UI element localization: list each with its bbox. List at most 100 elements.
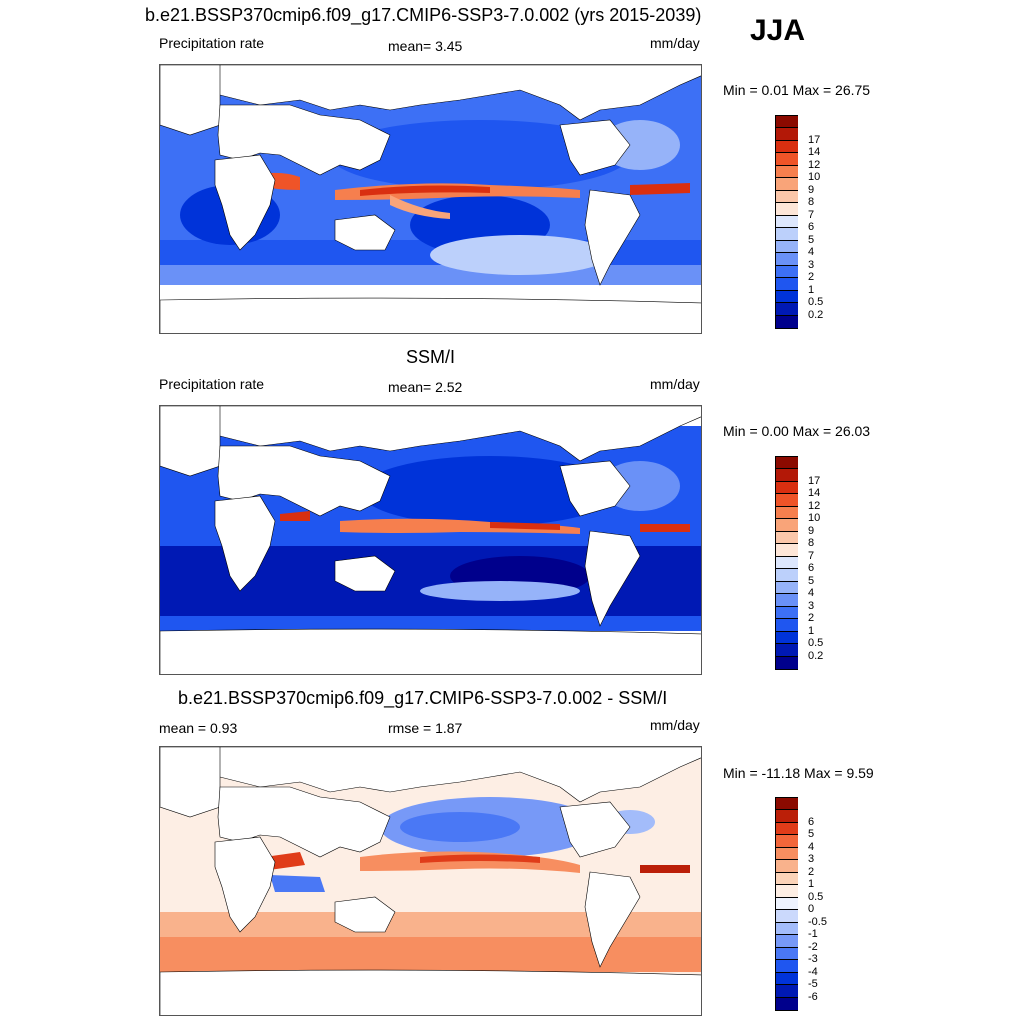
- colorbar-tick-label: 8: [808, 537, 815, 550]
- colorbar-segment: [776, 278, 798, 291]
- colorbar-segment: [776, 203, 798, 216]
- panel2-mean: mean= 2.52: [388, 379, 463, 395]
- colorbar-tick-label: 3: [808, 853, 815, 866]
- colorbar-segment: [776, 494, 798, 507]
- panel3-rmse: rmse = 1.87: [388, 720, 463, 736]
- colorbar-tick-label: 9: [808, 183, 815, 196]
- colorbar-segment: [776, 872, 798, 886]
- colorbar-segment: [776, 935, 798, 948]
- colorbar-segment: [776, 947, 798, 961]
- colorbar-tick-label: 12: [808, 499, 821, 512]
- panel1-minmax: Min = 0.01 Max = 26.75: [723, 82, 871, 98]
- panel3-colorbar: [775, 797, 798, 1011]
- colorbar-segment: [776, 985, 798, 998]
- panel2-map: [159, 405, 702, 675]
- panel3-minmax: Min = -11.18 Max = 9.59: [723, 765, 874, 781]
- colorbar-segment: [776, 165, 798, 179]
- colorbar-tick-label: 9: [808, 524, 815, 537]
- colorbar-segment: [776, 315, 798, 328]
- colorbar-segment: [776, 835, 798, 848]
- colorbar-segment: [776, 506, 798, 520]
- panel1-colorbar: [775, 115, 798, 329]
- colorbar-segment: [776, 469, 798, 482]
- colorbar-segment: [776, 265, 798, 279]
- season-label: JJA: [750, 14, 806, 47]
- colorbar-segment: [776, 910, 798, 923]
- colorbar-segment: [776, 885, 798, 898]
- panel3-units: mm/day: [650, 717, 700, 733]
- colorbar-tick-label: 4: [808, 246, 815, 259]
- colorbar-tick-label: 4: [808, 587, 815, 600]
- colorbar-segment: [776, 594, 798, 607]
- panel1-title: b.e21.BSSP370cmip6.f09_g17.CMIP6-SSP3-7.…: [145, 5, 702, 25]
- colorbar-tick-label: 1: [808, 624, 815, 637]
- colorbar-tick-label: 0.5: [808, 296, 824, 309]
- colorbar-tick-label: 12: [808, 158, 821, 171]
- colorbar-segment: [776, 481, 798, 495]
- panel1-mean: mean= 3.45: [388, 38, 463, 54]
- colorbar-tick-label: 3: [808, 258, 815, 271]
- colorbar-segment: [776, 960, 798, 973]
- colorbar-segment: [776, 656, 798, 669]
- colorbar-tick-label: -3: [808, 953, 818, 966]
- panel3-mean: mean = 0.93: [159, 720, 238, 736]
- colorbar-segment: [776, 581, 798, 595]
- colorbar-segment: [776, 860, 798, 873]
- colorbar-segment: [776, 972, 798, 986]
- colorbar-tick-label: 17: [808, 474, 821, 487]
- panel3-title: b.e21.BSSP370cmip6.f09_g17.CMIP6-SSP3-7.…: [178, 688, 668, 708]
- colorbar-segment: [776, 190, 798, 204]
- colorbar-segment: [776, 922, 798, 936]
- panel3-map: [159, 746, 702, 1016]
- colorbar-tick-label: 6: [808, 221, 815, 234]
- panel2-left-label: Precipitation rate: [159, 376, 265, 392]
- colorbar-segment: [776, 290, 798, 304]
- panel2-units: mm/day: [650, 376, 700, 392]
- colorbar-tick-label: -6: [808, 990, 818, 1003]
- colorbar-tick-label: -1: [808, 928, 818, 941]
- colorbar-tick-label: 0: [808, 903, 815, 916]
- panel2-colorbar: [775, 456, 798, 670]
- colorbar-segment: [776, 116, 798, 129]
- colorbar-tick-label: 17: [808, 133, 821, 146]
- colorbar-segment: [776, 303, 798, 316]
- colorbar-segment: [776, 810, 798, 823]
- colorbar-segment: [776, 606, 798, 620]
- colorbar-tick-label: 7: [808, 208, 815, 221]
- colorbar-tick-label: 14: [808, 146, 821, 159]
- panel2-minmax: Min = 0.00 Max = 26.03: [723, 423, 871, 439]
- colorbar-tick-label: 1: [808, 283, 815, 296]
- panel1-map: [159, 64, 702, 334]
- colorbar-segment: [776, 619, 798, 632]
- colorbar-segment: [776, 519, 798, 532]
- colorbar-segment: [776, 128, 798, 141]
- panel2-title: SSM/I: [406, 347, 456, 367]
- colorbar-segment: [776, 631, 798, 645]
- colorbar-segment: [776, 178, 798, 191]
- colorbar-tick-label: 10: [808, 171, 821, 184]
- colorbar-segment: [776, 897, 798, 911]
- colorbar-tick-label: 14: [808, 487, 821, 500]
- colorbar-tick-label: 0.2: [808, 649, 824, 662]
- colorbar-segment: [776, 531, 798, 545]
- colorbar-tick-label: -0.5: [808, 915, 827, 928]
- colorbar-tick-label: 5: [808, 828, 815, 841]
- colorbar-segment: [776, 228, 798, 241]
- colorbar-segment: [776, 544, 798, 557]
- colorbar-tick-label: 1: [808, 878, 815, 891]
- colorbar-segment: [776, 457, 798, 470]
- colorbar-tick-label: -5: [808, 978, 818, 991]
- colorbar-tick-label: -2: [808, 940, 818, 953]
- colorbar-segment: [776, 153, 798, 166]
- colorbar-tick-label: 7: [808, 549, 815, 562]
- colorbar-tick-label: 3: [808, 599, 815, 612]
- colorbar-tick-label: 0.2: [808, 308, 824, 321]
- colorbar-tick-label: 2: [808, 271, 815, 284]
- colorbar-segment: [776, 644, 798, 657]
- colorbar-tick-label: 4: [808, 840, 815, 853]
- colorbar-tick-label: 6: [808, 815, 815, 828]
- panel1-units: mm/day: [650, 35, 700, 51]
- colorbar-segment: [776, 997, 798, 1010]
- colorbar-tick-label: 2: [808, 612, 815, 625]
- colorbar-tick-label: 0.5: [808, 890, 824, 903]
